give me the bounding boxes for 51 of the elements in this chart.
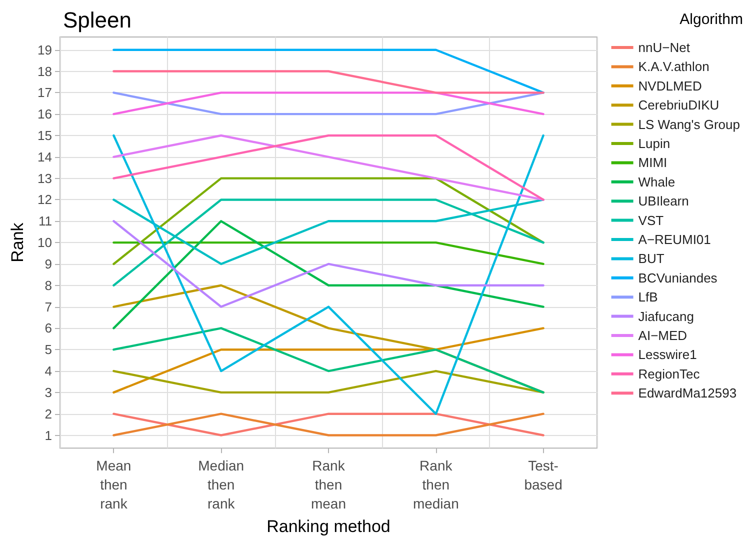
legend-label: Lesswire1 xyxy=(638,347,697,362)
x-tick-label: Median then rank xyxy=(198,458,244,512)
y-tick-label: 9 xyxy=(44,256,52,272)
x-tick-label: Rank then mean xyxy=(310,458,346,512)
y-tick-label: 17 xyxy=(38,85,52,100)
legend-label: UBIlearn xyxy=(638,194,689,209)
legend-label: LS Wang's Group xyxy=(638,116,740,132)
legend-label: VST xyxy=(638,212,664,228)
legend-title: Algorithm xyxy=(680,11,744,28)
y-tick-label: 18 xyxy=(38,64,52,79)
legend-label: MIMI xyxy=(638,155,668,170)
legend-label: Whale xyxy=(638,174,676,190)
legend-label: Jiafucang xyxy=(638,308,694,324)
y-tick-label: 1 xyxy=(44,428,52,443)
legend-label: RegionTec xyxy=(638,366,700,382)
y-axis-title: Rank xyxy=(8,222,27,262)
y-tick-label: 4 xyxy=(44,364,52,379)
x-tick-label: Rank then median xyxy=(412,458,459,512)
y-tick-label: 6 xyxy=(44,320,52,336)
legend-label: A−REUMI01 xyxy=(638,232,711,247)
x-tick-label: Test- based xyxy=(524,458,562,493)
x-axis-title: Ranking method xyxy=(266,517,390,536)
legend-label: K.A.V.athlon xyxy=(638,59,710,74)
legend-label: nnU−Net xyxy=(638,40,690,55)
legend-label: BUT xyxy=(638,251,664,266)
y-tick-label: 7 xyxy=(44,299,52,314)
y-tick-label: 12 xyxy=(38,192,52,208)
y-tick-label: 3 xyxy=(44,384,52,400)
line-series xyxy=(112,220,544,308)
y-tick-label: 2 xyxy=(44,406,52,422)
line-series xyxy=(112,220,544,330)
legend-label: EdwardMa12593 xyxy=(638,386,737,401)
legend-label: AI−MED xyxy=(638,328,688,343)
y-tick-label: 13 xyxy=(38,170,52,186)
legend-label: NVDLMED xyxy=(638,78,702,94)
line-series xyxy=(112,134,544,415)
legend-label: CerebriuDIKU xyxy=(638,98,720,113)
y-tick-label: 15 xyxy=(38,128,52,143)
legend-label: LfB xyxy=(638,290,658,305)
legend-label: BCVuniandes xyxy=(638,270,718,286)
chart-title: Spleen xyxy=(63,8,132,32)
y-tick-label: 8 xyxy=(44,278,52,293)
y-tick-label: 16 xyxy=(38,106,52,122)
y-tick-label: 14 xyxy=(38,149,52,164)
y-tick-label: 11 xyxy=(38,214,52,229)
y-tick-label: 10 xyxy=(38,235,52,250)
line-series xyxy=(112,134,544,201)
x-tick-label: Mean then rank xyxy=(96,458,132,512)
y-tick-label: 19 xyxy=(38,42,52,58)
y-tick-label: 5 xyxy=(44,342,52,358)
legend-label: Lupin xyxy=(638,136,670,151)
